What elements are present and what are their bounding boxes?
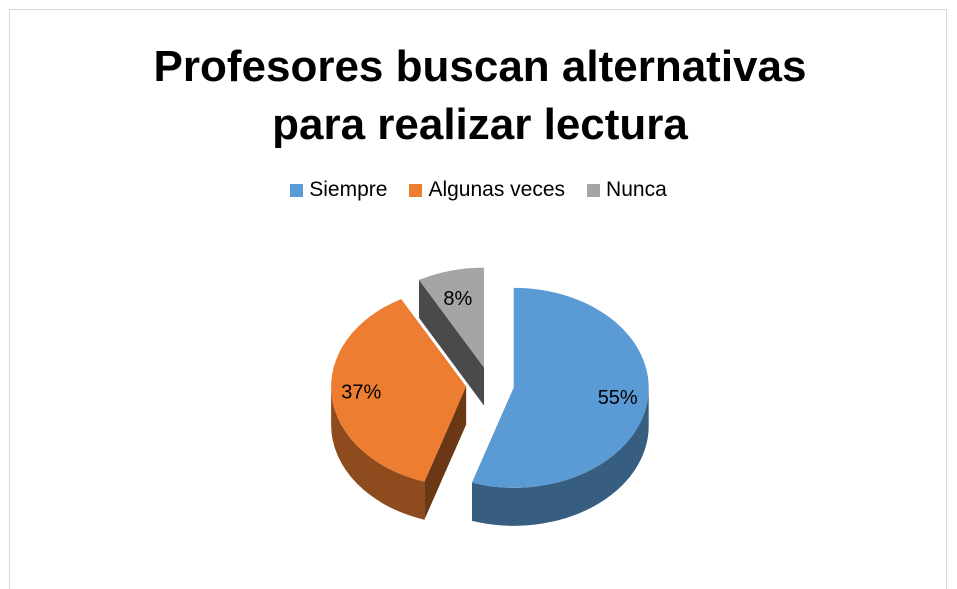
data-label: 8%	[443, 288, 472, 310]
legend-item: Nunca	[587, 178, 667, 202]
slice	[418, 267, 485, 368]
legend-label: Nunca	[606, 178, 667, 201]
legend-label: Siempre	[309, 178, 388, 201]
slice-edge	[418, 279, 485, 406]
legend-swatch	[290, 183, 304, 197]
slice-side	[471, 387, 649, 526]
legend-item: Siempre	[290, 178, 387, 202]
data-label: 55%	[598, 387, 638, 409]
chart-frame	[9, 9, 947, 589]
legend-item: Algunas veces	[409, 178, 565, 202]
slice	[331, 299, 467, 482]
legend-swatch	[587, 183, 601, 197]
chart-title: Profesores buscan alternativas para real…	[153, 42, 807, 149]
data-label: 37%	[341, 382, 381, 404]
legend-swatch	[409, 183, 423, 197]
slice-edge	[424, 386, 467, 520]
slice	[471, 287, 649, 488]
slice-side	[331, 386, 425, 520]
legend: Siempre Algunas veces Nunca	[0, 178, 957, 202]
legend-label: Algunas veces	[428, 178, 566, 201]
